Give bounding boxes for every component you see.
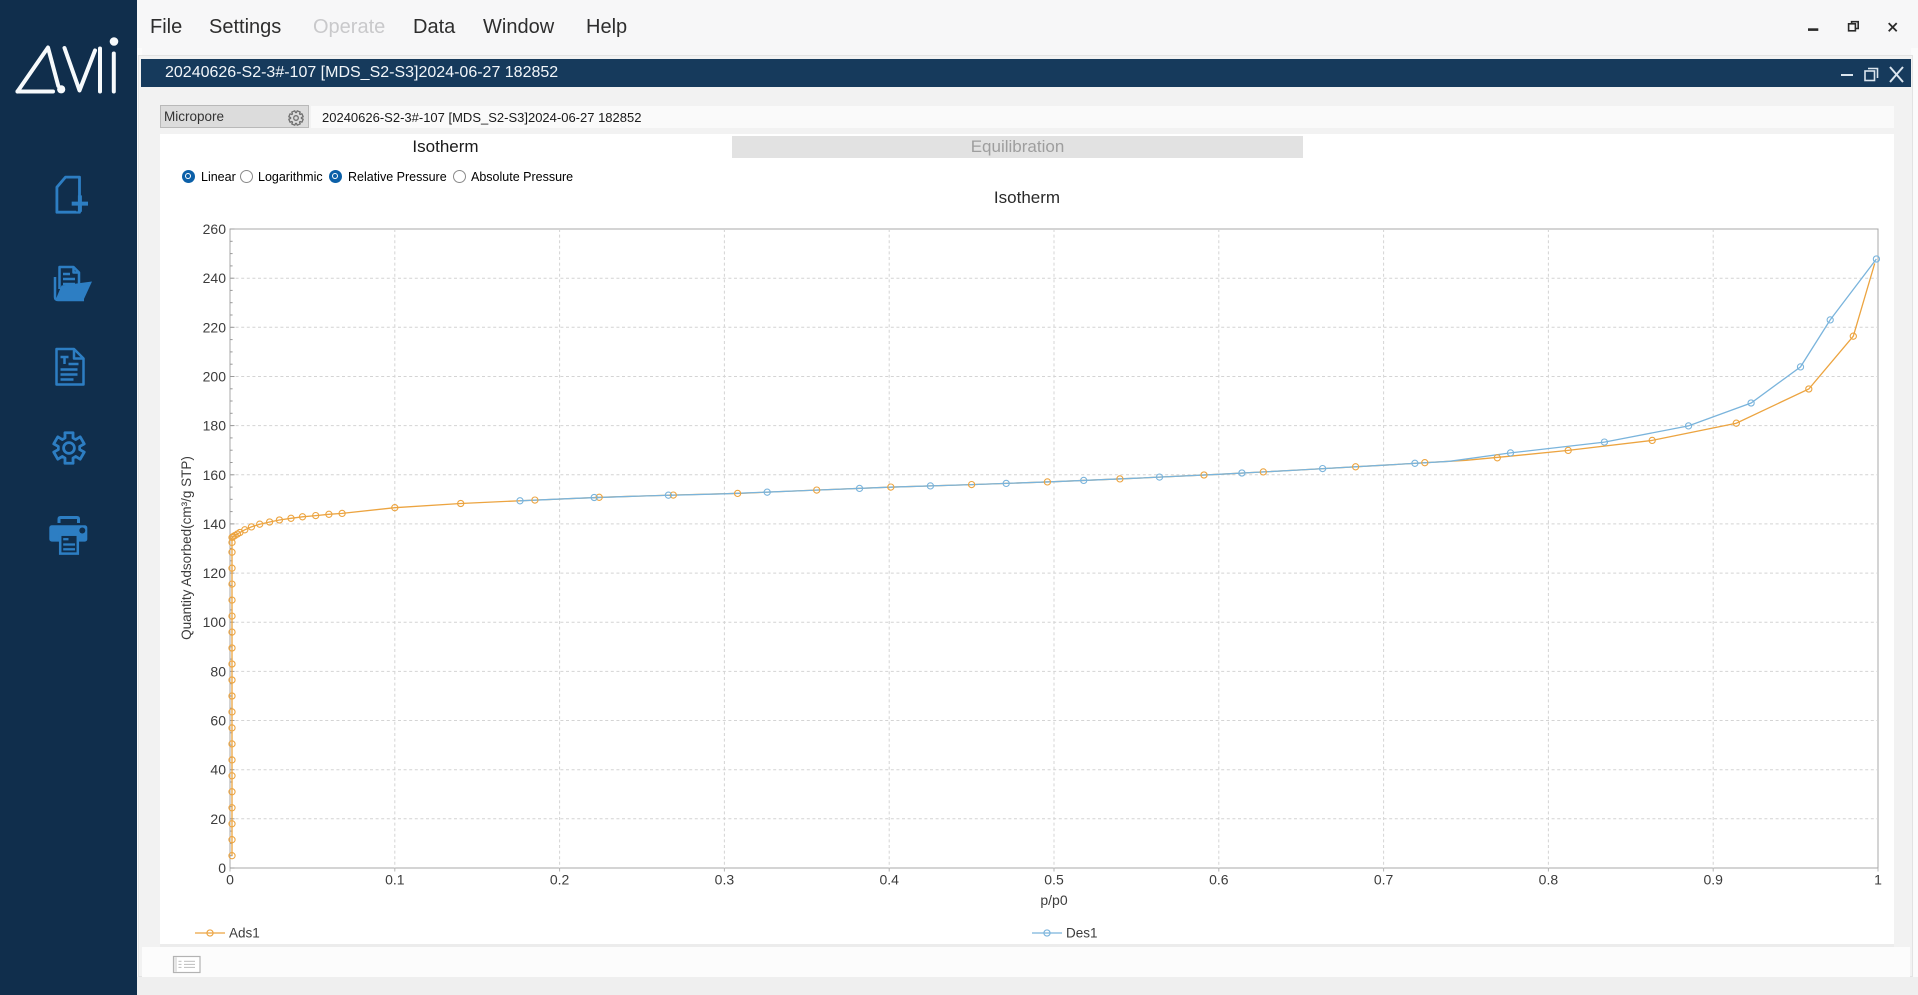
svg-text:0.3: 0.3	[715, 872, 735, 888]
svg-text:60: 60	[210, 713, 226, 729]
svg-text:0.8: 0.8	[1539, 872, 1559, 888]
svg-text:40: 40	[210, 762, 226, 778]
svg-text:160: 160	[203, 467, 227, 483]
svg-text:Ads1: Ads1	[229, 926, 260, 941]
svg-text:p/p0: p/p0	[1040, 892, 1067, 908]
svg-text:120: 120	[203, 565, 227, 581]
svg-text:0.2: 0.2	[550, 872, 570, 888]
svg-text:1: 1	[1874, 872, 1882, 888]
svg-text:180: 180	[203, 418, 227, 434]
svg-text:0.9: 0.9	[1703, 872, 1723, 888]
svg-text:0.5: 0.5	[1044, 872, 1064, 888]
svg-text:100: 100	[203, 614, 227, 630]
svg-text:140: 140	[203, 516, 227, 532]
svg-text:80: 80	[210, 663, 226, 679]
svg-text:200: 200	[203, 369, 227, 385]
svg-text:0: 0	[218, 860, 226, 876]
svg-text:0.4: 0.4	[879, 872, 899, 888]
svg-text:220: 220	[203, 319, 227, 335]
svg-text:0.6: 0.6	[1209, 872, 1229, 888]
svg-text:Des1: Des1	[1066, 926, 1098, 941]
svg-text:0.1: 0.1	[385, 872, 405, 888]
svg-text:20: 20	[210, 811, 226, 827]
svg-text:240: 240	[203, 270, 227, 286]
svg-text:0.7: 0.7	[1374, 872, 1394, 888]
svg-text:0: 0	[226, 872, 234, 888]
svg-text:260: 260	[203, 221, 227, 237]
svg-text:Quantity Adsorbed(cm³/g STP): Quantity Adsorbed(cm³/g STP)	[179, 456, 194, 640]
svg-text:Isotherm: Isotherm	[994, 188, 1060, 207]
